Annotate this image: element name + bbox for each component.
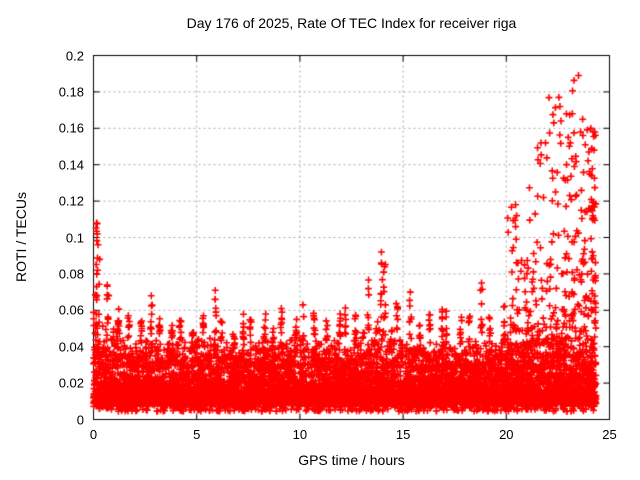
chart-title: Day 176 of 2025, Rate Of TEC Index for r…	[186, 15, 517, 31]
y-tick-label: 0.2	[65, 48, 84, 63]
x-tick-label: 20	[499, 427, 514, 442]
y-tick-label: 0.12	[58, 193, 84, 209]
y-tick-label: 0.1	[65, 230, 84, 245]
y-tick-label: 0.16	[58, 120, 84, 136]
y-tick-label: 0.14	[58, 157, 84, 173]
y-tick-label: 0.04	[58, 339, 84, 355]
x-tick-label: 10	[292, 427, 308, 442]
y-tick-label: 0	[76, 412, 84, 427]
x-tick-label: 0	[89, 427, 98, 442]
y-axis-label: ROTI / TECUs	[13, 192, 29, 282]
x-tick-label: 15	[395, 427, 411, 442]
y-tick-label: 0.08	[58, 266, 84, 282]
x-tick-label: 5	[193, 427, 201, 442]
y-tick-label: 0.18	[58, 84, 84, 100]
y-tick-label: 0.06	[58, 302, 84, 318]
x-tick-label: 25	[602, 427, 617, 442]
x-axis-label: GPS time / hours	[298, 452, 405, 468]
y-tick-label: 0.02	[58, 375, 84, 391]
